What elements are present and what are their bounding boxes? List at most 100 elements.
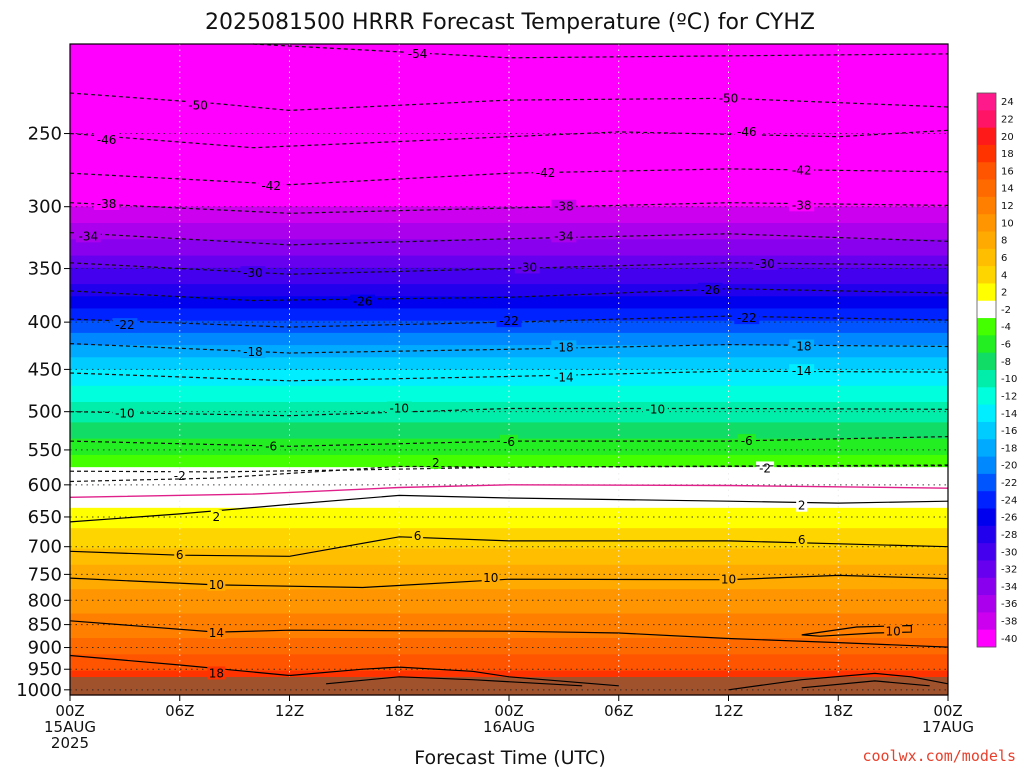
temperature-band (70, 349, 948, 354)
temperature-band (70, 560, 948, 566)
colorbar-swatch (977, 266, 996, 284)
temperature-band (70, 76, 948, 82)
colorbar-label: 4 (1001, 270, 1007, 281)
contour-label-bg (551, 370, 577, 384)
temperature-band (70, 100, 948, 106)
contour-label-bg (240, 345, 266, 359)
contour-label-bg (514, 260, 540, 274)
colorbar-label: -2 (1001, 305, 1011, 316)
y-tick-label: 750 (28, 564, 62, 585)
temperature-band (70, 544, 948, 550)
temperature-band (70, 605, 948, 611)
colorbar-label: 6 (1001, 253, 1007, 264)
y-tick-label: 550 (28, 440, 62, 461)
temperature-band (70, 520, 948, 525)
temperature-band (70, 304, 948, 310)
contour-label-bg (386, 401, 412, 415)
temperature-band (70, 227, 948, 232)
contour-label-bg (430, 455, 442, 469)
colorbar-label: -38 (1001, 617, 1017, 628)
colorbar-swatch (977, 283, 996, 302)
chart-title: 2025081500 HRRR Forecast Temperature (ºC… (205, 10, 815, 35)
contour-label-bg (533, 166, 559, 180)
contour-label: -2 (174, 469, 186, 483)
contour-label-bg (752, 256, 778, 270)
colorbar-swatch (977, 196, 996, 215)
contour-label: 2 (432, 456, 440, 470)
contour-label-bg (789, 364, 815, 378)
contour-label: 6 (798, 533, 806, 547)
isotherm-line (69, 654, 619, 687)
contour-label-bg (94, 132, 120, 146)
temperature-band (70, 239, 948, 244)
temperature-band (70, 296, 948, 301)
temperature-band (70, 178, 948, 183)
temperature-band (70, 467, 948, 472)
contour-label-bg (258, 179, 284, 193)
temperature-band (70, 540, 948, 546)
isotherm-line (69, 484, 949, 498)
contour-label: -18 (554, 340, 574, 354)
temperature-band (70, 646, 948, 651)
colorbar-swatch (977, 595, 996, 613)
y-tick-label: 600 (28, 475, 62, 496)
temperature-band (70, 585, 948, 590)
temperature-band (70, 44, 948, 49)
colorbar-swatch (977, 231, 996, 250)
colorbar-label: 8 (1001, 236, 1007, 247)
temperature-band (70, 633, 948, 639)
temperature-band (70, 231, 948, 236)
colorbar-swatch (977, 127, 996, 146)
contour-label: -30 (755, 257, 775, 271)
colorbar-swatch (977, 491, 996, 509)
contour-label-bg (719, 572, 738, 586)
temperature-band (70, 617, 948, 623)
temperature-band (70, 84, 948, 90)
x-tick-label: 00Z (933, 702, 962, 720)
temperature-band (70, 491, 948, 497)
colorbar-swatch (977, 352, 996, 371)
colorbar-swatch (977, 300, 996, 319)
temperature-band (70, 369, 948, 375)
colorbar-label: -28 (1001, 530, 1017, 541)
temperature-band (70, 259, 948, 265)
contour-label-bg (737, 434, 756, 448)
temperature-band (70, 479, 948, 485)
y-tick-label: 1000 (16, 680, 62, 701)
contour-label: -46 (97, 133, 117, 147)
temperature-band (70, 511, 948, 517)
isotherm-line (69, 464, 949, 483)
colorbar-label: -14 (1001, 409, 1017, 420)
contour-label-bg (496, 314, 522, 328)
temperature-band (70, 166, 948, 171)
colorbar-label: -8 (1001, 357, 1011, 368)
contour-label: -50 (188, 98, 208, 112)
contour-label-bg (796, 532, 808, 546)
contour-label-bg (697, 282, 723, 296)
temperature-band (70, 446, 948, 452)
temperature-band (70, 243, 948, 249)
temperature-band (70, 601, 948, 607)
colorbar-label: 16 (1001, 166, 1014, 177)
contour-label-bg (481, 571, 500, 585)
isotherm-line (69, 494, 949, 523)
isotherm-line (69, 436, 949, 447)
temperature-band (70, 426, 948, 432)
colorbar-label: -32 (1001, 565, 1017, 576)
x-tick-label: 16AUG (483, 718, 535, 736)
x-tick-label: 06Z (604, 702, 633, 720)
colorbar-label: 22 (1001, 115, 1014, 126)
contour-label: -10 (389, 401, 409, 415)
contour-label-bg (207, 626, 226, 640)
contour-label: -18 (792, 339, 812, 353)
contour-label: 18 (209, 666, 224, 680)
temperature-band (70, 418, 948, 423)
contour-label-bg (500, 434, 518, 448)
temperature-band (70, 223, 948, 228)
contour-label: 14 (209, 626, 224, 640)
temperature-band (70, 275, 948, 281)
contour-label-bg (112, 406, 138, 420)
temperature-band (70, 68, 948, 74)
colorbar-label: -16 (1001, 426, 1017, 437)
